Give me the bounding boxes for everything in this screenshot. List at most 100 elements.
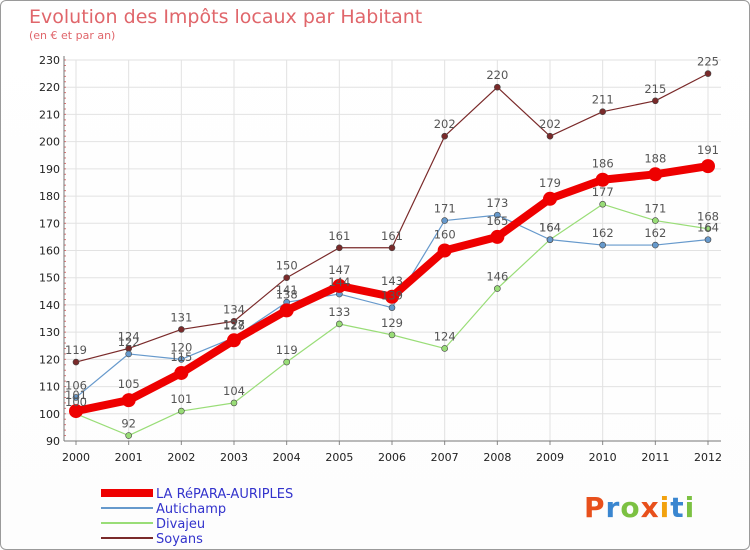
data-label-autichamp: 173	[486, 196, 508, 210]
data-point-divajeu	[599, 200, 606, 208]
data-label-soyans: 220	[486, 68, 508, 82]
data-point-autichamp	[125, 350, 132, 358]
data-point-la-r-para-auriples	[385, 289, 399, 304]
data-label-la-r-para-auriples: 179	[539, 176, 561, 190]
data-label-la-r-para-auriples: 165	[486, 214, 508, 228]
data-point-divajeu	[178, 407, 185, 415]
legend-label-autichamp: Autichamp	[156, 502, 226, 517]
grid-lines	[64, 59, 721, 442]
data-label-divajeu: 119	[276, 343, 298, 357]
data-label-autichamp: 162	[592, 226, 614, 240]
data-label-autichamp: 128	[223, 319, 245, 333]
data-point-autichamp	[72, 394, 80, 401]
data-point-soyans	[72, 358, 80, 366]
logo-letter: x	[640, 491, 660, 524]
data-point-autichamp	[599, 241, 606, 249]
y-tick-label: 170	[39, 217, 60, 230]
data-label-soyans: 119	[65, 343, 87, 357]
y-tick-label: 110	[39, 381, 60, 394]
x-tick-label: 2007	[431, 451, 459, 464]
data-label-la-r-para-auriples: 160	[434, 228, 456, 242]
data-label-divajeu: 171	[644, 202, 666, 216]
x-tick-label: 2010	[589, 451, 617, 464]
data-label-autichamp: 144	[328, 275, 350, 289]
data-label-soyans: 161	[381, 229, 403, 243]
data-point-divajeu	[441, 345, 448, 352]
data-label-la-r-para-auriples: 138	[276, 287, 298, 301]
data-label-autichamp: 106	[65, 378, 87, 392]
y-tick-label: 190	[39, 163, 60, 176]
data-point-divajeu	[230, 399, 238, 407]
data-point-la-r-para-auriples	[69, 404, 83, 419]
data-point-soyans	[652, 97, 659, 105]
data-label-autichamp: 139	[381, 289, 403, 303]
data-point-autichamp	[388, 304, 396, 311]
x-tick-label: 2006	[378, 451, 406, 464]
data-label-autichamp: 162	[644, 226, 666, 240]
data-point-soyans	[336, 244, 343, 252]
x-tick-label: 2011	[641, 451, 669, 464]
data-label-soyans: 202	[539, 117, 561, 131]
data-label-soyans: 161	[328, 229, 350, 243]
data-label-autichamp: 122	[118, 335, 140, 349]
y-tick-label: 140	[39, 299, 60, 312]
data-label-divajeu: 164	[539, 221, 561, 235]
x-tick-label: 2000	[62, 451, 90, 464]
data-label-la-r-para-auriples: 105	[118, 377, 140, 391]
data-point-la-r-para-auriples	[174, 365, 189, 380]
x-tick-label: 2001	[115, 451, 143, 464]
data-point-soyans	[441, 132, 448, 140]
data-label-la-r-para-auriples: 143	[381, 274, 403, 288]
data-label-divajeu: 92	[121, 417, 136, 431]
y-tick-label: 200	[39, 136, 60, 149]
data-label-divajeu: 133	[328, 305, 350, 319]
y-tick-label: 230	[39, 54, 60, 67]
data-label-divajeu: 146	[486, 270, 508, 284]
data-label-autichamp: 141	[276, 283, 298, 297]
data-point-autichamp	[494, 211, 501, 219]
y-tick-label: 120	[39, 353, 60, 366]
data-point-autichamp	[546, 236, 554, 243]
y-tick-label: 220	[39, 81, 60, 94]
y-tick-label: 130	[39, 326, 60, 339]
x-tick-labels: 2000 2001 2002 2003 2004 2005 2006 2007 2008 2009…	[62, 451, 722, 464]
data-label-divajeu: 177	[592, 185, 614, 199]
data-label-la-r-para-auriples: 186	[592, 157, 614, 171]
data-point-divajeu	[652, 217, 659, 224]
data-label-divajeu: 101	[170, 392, 192, 406]
logo-letter: P	[584, 491, 606, 524]
logo-letter: o	[620, 491, 641, 524]
data-point-la-r-para-auriples	[701, 159, 715, 174]
data-point-la-r-para-auriples	[543, 191, 557, 206]
y-tick-label: 160	[39, 245, 60, 258]
logo-letter: i	[684, 491, 696, 524]
data-point-la-r-para-auriples	[332, 278, 347, 293]
data-point-autichamp	[441, 217, 448, 224]
data-point-la-r-para-auriples	[648, 167, 663, 182]
data-point-autichamp	[704, 236, 712, 243]
logo-letter: t	[670, 491, 685, 524]
data-label-la-r-para-auriples: 147	[328, 263, 350, 277]
data-label-soyans: 134	[223, 302, 245, 316]
chart-title: Evolution des Impôts locaux par Habitant	[29, 6, 423, 28]
legend-label-la-r-para-auriples: LA RéPARA-AURIPLES	[156, 487, 293, 502]
data-point-soyans	[388, 244, 396, 252]
chart-subtitle: (en € et par an)	[29, 29, 116, 42]
x-tick-label: 2012	[694, 451, 722, 464]
data-point-la-r-para-auriples	[227, 333, 241, 348]
axes	[63, 56, 721, 445]
data-label-soyans: 131	[170, 310, 192, 324]
data-label-soyans: 150	[276, 259, 298, 273]
y-tick-label: 90	[46, 435, 60, 448]
data-label-autichamp: 171	[434, 202, 456, 216]
x-tick-label: 2002	[167, 451, 195, 464]
x-tick-label: 2009	[536, 451, 564, 464]
data-point-la-r-para-auriples	[279, 303, 294, 318]
data-label-la-r-para-auriples: 101	[65, 388, 87, 402]
data-point-divajeu	[125, 432, 132, 439]
data-label-soyans: 211	[592, 93, 614, 107]
data-label-autichamp: 120	[170, 340, 192, 354]
series-group	[69, 70, 715, 439]
